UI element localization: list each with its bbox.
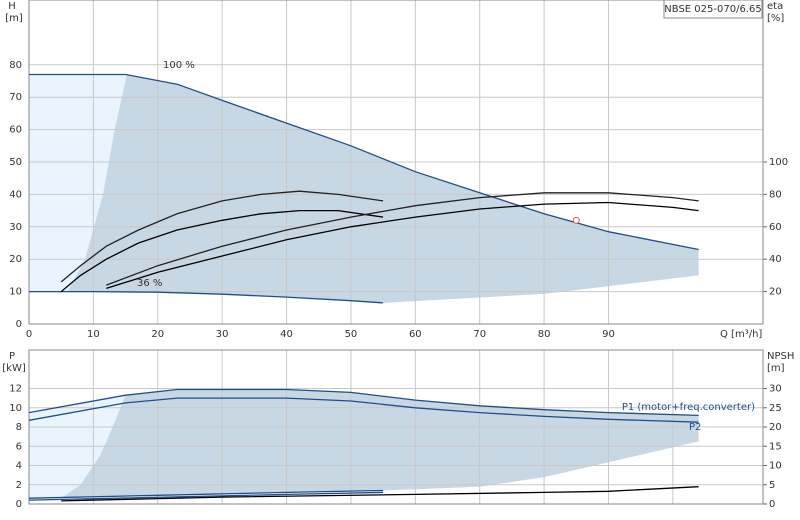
y-tick-label: 2	[16, 480, 22, 491]
legend-label: P2	[689, 422, 701, 433]
curve	[60, 209, 384, 293]
chart-title: NBSE 025-070/6.65	[664, 4, 761, 15]
y-tick-label: 80	[9, 60, 22, 71]
y-tick-label: 4	[16, 461, 22, 472]
x-tick-label: 10	[87, 329, 100, 340]
y-tick-label: 6	[16, 441, 22, 452]
x-axis-label: Q [m³/h]	[720, 329, 762, 340]
y-axis-label: P	[9, 351, 15, 362]
curve	[29, 290, 384, 304]
legend-label: P1 (motor+freq.converter)	[622, 402, 755, 413]
curve	[28, 388, 699, 417]
y-tick-label: 60	[9, 125, 22, 136]
y-tick-label: 40	[9, 189, 22, 200]
curve	[28, 489, 384, 499]
annotation: 36 %	[137, 278, 162, 289]
y-axis-unit: [m]	[5, 13, 23, 24]
y-tick-label: 70	[9, 92, 22, 103]
y2-axis-label: NPSH	[767, 351, 794, 362]
curve	[60, 190, 384, 283]
y2-axis-unit: [%]	[767, 13, 784, 24]
y-tick-label: 10	[9, 403, 22, 414]
x-tick-label: 30	[216, 329, 229, 340]
y2-tick-label: 25	[769, 403, 782, 414]
y2-tick-label: 5	[769, 480, 775, 491]
curve	[28, 397, 699, 423]
y-tick-label: 0	[16, 499, 22, 510]
y-tick-label: 20	[9, 254, 22, 265]
x-tick-label: 50	[345, 329, 358, 340]
plot-border	[28, 0, 764, 325]
y2-tick-label: 80	[769, 189, 782, 200]
x-tick-label: 20	[151, 329, 164, 340]
y2-tick-label: 0	[769, 499, 775, 510]
curve	[28, 491, 384, 501]
x-tick-label: 80	[538, 329, 551, 340]
curve	[61, 486, 699, 502]
y2-tick-label: 20	[769, 422, 782, 433]
y2-axis-unit: [m]	[767, 363, 785, 374]
operating-area	[29, 74, 127, 292]
curve	[29, 73, 699, 251]
y-tick-label: 30	[9, 222, 22, 233]
x-tick-label: 60	[409, 329, 422, 340]
operating-area	[29, 395, 126, 500]
title-box	[663, 0, 763, 19]
duty-point	[572, 216, 580, 224]
y2-tick-label: 100	[769, 157, 788, 168]
y-axis-label: H	[8, 1, 16, 12]
y2-tick-label: 30	[769, 384, 782, 395]
x-tick-label: 40	[280, 329, 293, 340]
y2-axis-label: eta	[767, 1, 783, 12]
y2-tick-label: 10	[769, 461, 782, 472]
y-tick-label: 50	[9, 157, 22, 168]
x-tick-label: 70	[473, 329, 486, 340]
y-tick-label: 8	[16, 422, 22, 433]
y2-tick-label: 15	[769, 441, 782, 452]
x-tick-label: 90	[602, 329, 615, 340]
y2-tick-label: 60	[769, 222, 782, 233]
curve	[106, 201, 699, 290]
y-tick-label: 12	[9, 384, 22, 395]
y2-tick-label: 20	[769, 287, 782, 298]
y-axis-unit: [kW]	[2, 363, 26, 374]
annotation: 100 %	[163, 60, 195, 71]
curve	[106, 192, 699, 286]
y-tick-label: 0	[16, 319, 22, 330]
y-tick-label: 10	[9, 287, 22, 298]
y2-tick-label: 40	[769, 254, 782, 265]
x-tick-label: 0	[26, 329, 32, 340]
plot-border	[28, 349, 764, 505]
